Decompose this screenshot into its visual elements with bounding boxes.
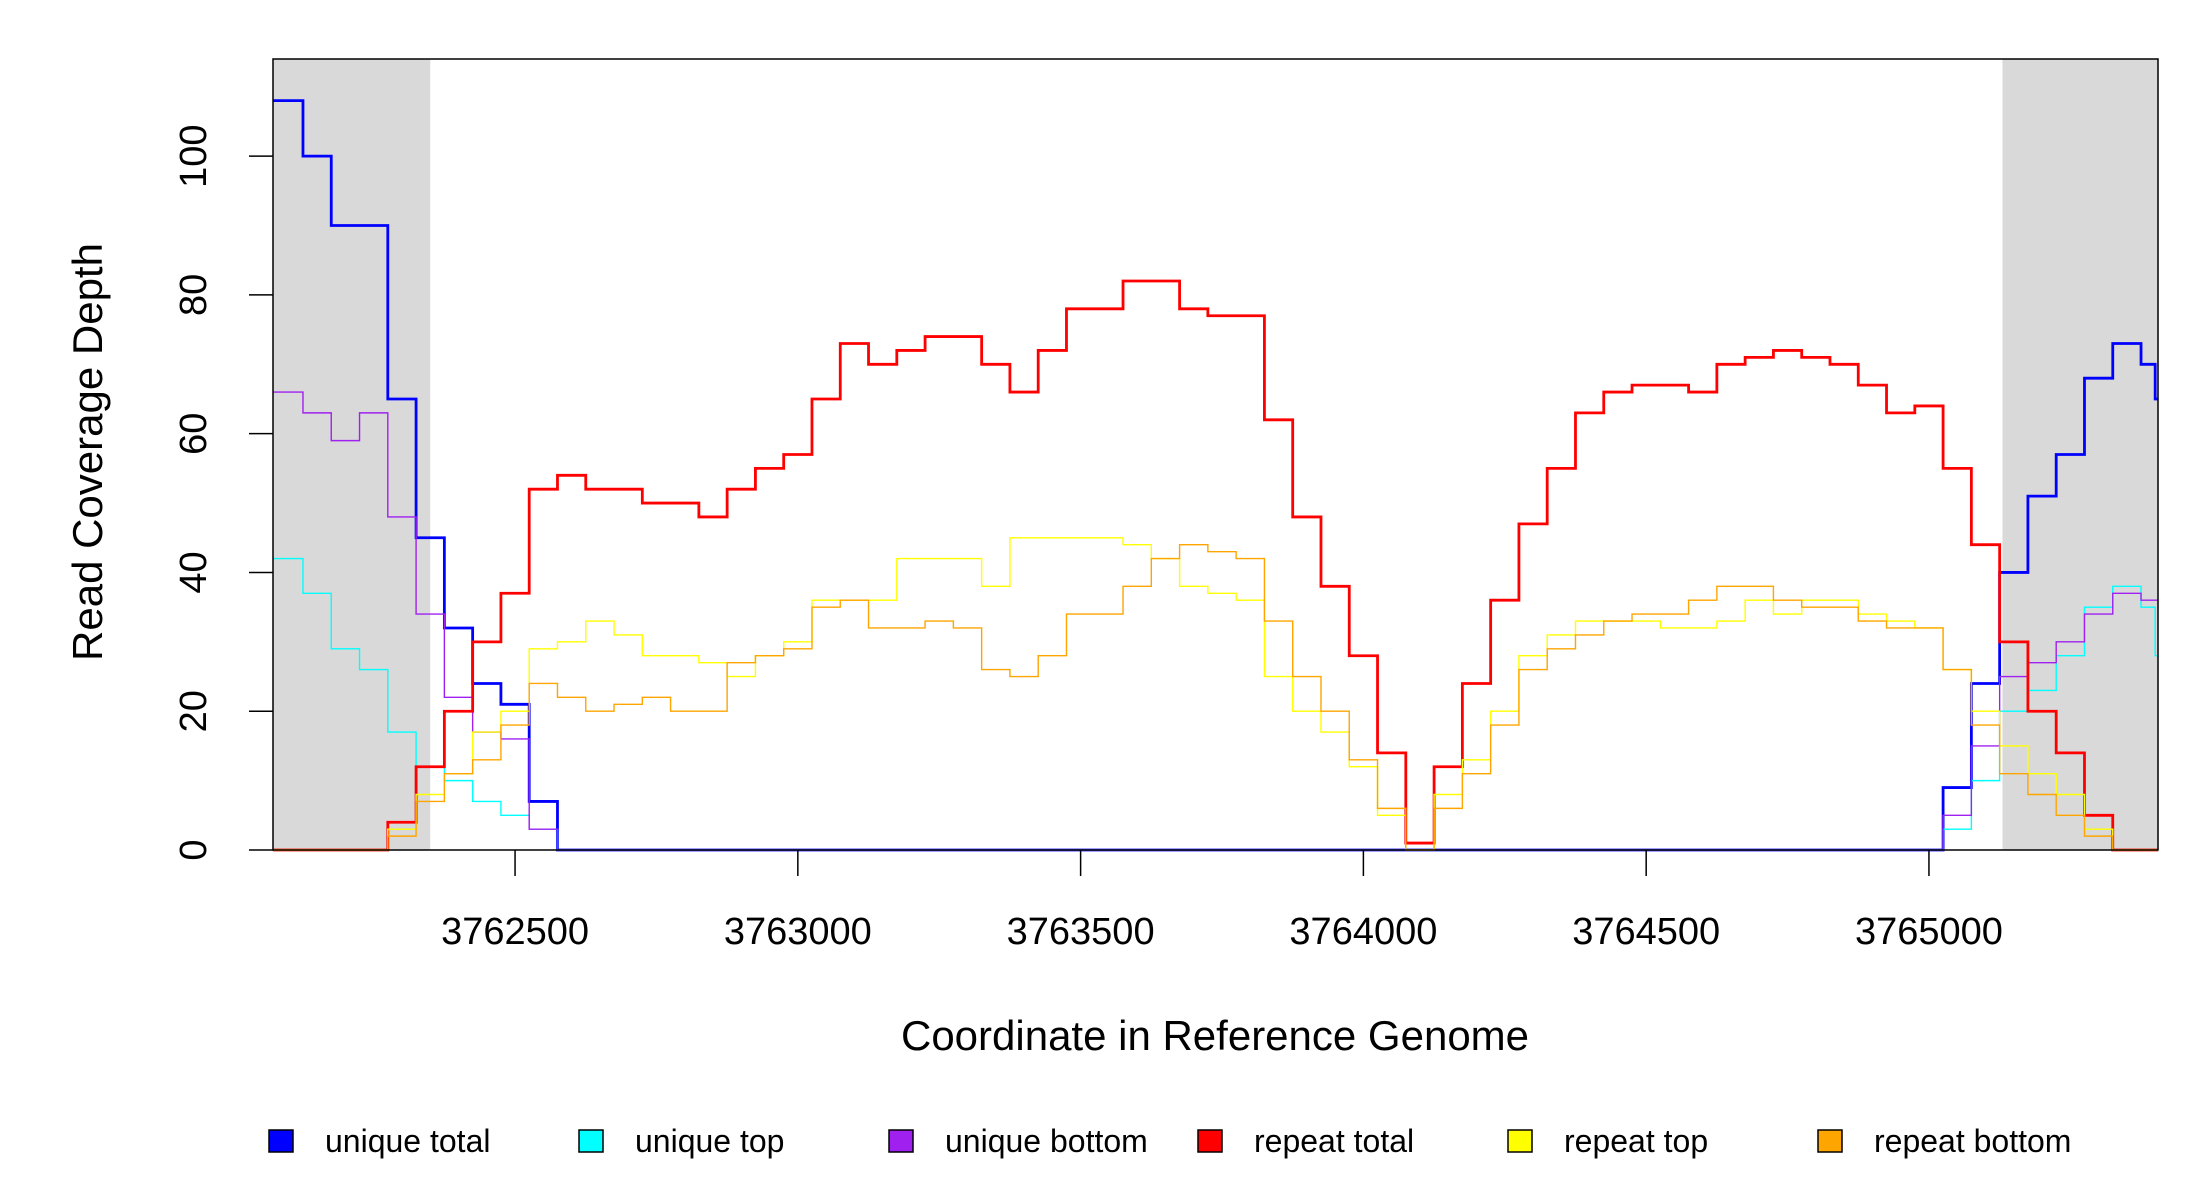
y-tick-label: 40 (173, 551, 215, 593)
legend-label: repeat top (1564, 1123, 1708, 1159)
x-tick-label: 3764000 (1289, 911, 1437, 953)
y-axis-label: Read Coverage Depth (64, 243, 111, 661)
y-axis: 0 20 40 60 80 100 (173, 124, 273, 861)
legend-label: unique total (325, 1123, 490, 1159)
y-tick-label: 80 (173, 274, 215, 316)
x-tick-label: 3764500 (1572, 911, 1720, 953)
legend-swatch (888, 1129, 914, 1153)
legend-item: unique top (578, 1123, 784, 1159)
series-unique-total (273, 99, 2158, 852)
legend-item: repeat total (1197, 1123, 1414, 1159)
x-axis: 3762500 3763000 3763500 3764000 3764500 37650… (441, 850, 2003, 953)
legend-swatch (1507, 1129, 1533, 1153)
shaded-regions (273, 59, 2158, 850)
legend-swatch (268, 1129, 294, 1153)
legend-label: unique bottom (945, 1123, 1148, 1159)
legend-label: repeat bottom (1874, 1123, 2071, 1159)
series-repeat-top (273, 537, 2158, 851)
legend: unique total unique top unique bottom repea… (268, 1123, 2071, 1159)
y-tick-label: 20 (173, 690, 215, 732)
x-tick-label: 3762500 (441, 911, 589, 953)
legend-item: repeat top (1507, 1123, 1708, 1159)
series-unique-top (273, 557, 2158, 851)
y-tick-label: 60 (173, 413, 215, 455)
x-axis-label: Coordinate in Reference Genome (901, 1012, 1529, 1059)
legend-item: unique total (268, 1123, 490, 1159)
x-tick-label: 3763500 (1007, 911, 1155, 953)
x-tick-label: 3765000 (1855, 911, 2003, 953)
series-lines (273, 99, 2158, 852)
legend-item: repeat bottom (1817, 1123, 2071, 1159)
legend-swatch (1817, 1129, 1843, 1153)
plot-frame (272, 58, 2159, 851)
series-repeat-bottom (273, 544, 2158, 851)
legend-label: repeat total (1254, 1123, 1414, 1159)
shaded-region (273, 59, 431, 850)
x-tick-label: 3763000 (724, 911, 872, 953)
legend-swatch (1197, 1129, 1223, 1153)
y-tick-label: 0 (173, 839, 215, 860)
legend-item: unique bottom (888, 1123, 1148, 1159)
legend-label: unique top (635, 1123, 784, 1159)
series-repeat-total (273, 279, 2158, 852)
y-tick-label: 100 (173, 124, 215, 187)
legend-swatch (578, 1129, 604, 1153)
